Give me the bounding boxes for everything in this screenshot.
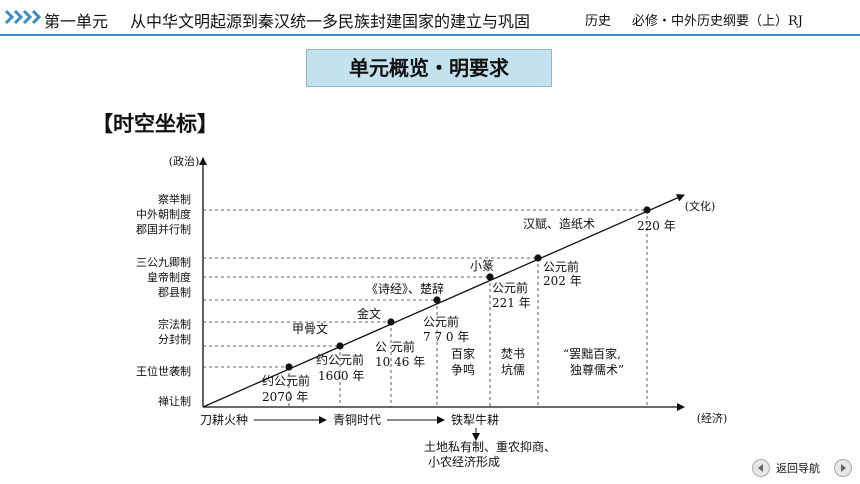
date-label: 公元前 [543,259,579,274]
h-guides [203,209,647,368]
timeline-point [643,206,651,214]
x-item: 青铜时代 [333,412,381,427]
timeline-point [534,254,542,262]
chevron-right-icon [4,9,42,25]
date-label: 约公元前 [316,352,364,367]
date-label: 10 46 年 [375,355,425,369]
timeline-point [285,363,293,371]
culture-labels: 甲骨文 金文 《诗经》、楚辞 小篆 汉赋、造纸术 [292,217,595,336]
date-label: 2070 年 [262,390,308,404]
y-item: 禅让制 [158,394,191,408]
timeline-points [285,206,651,371]
period-event: 独尊儒术” [570,362,624,377]
unit-label: 第一单元 [44,12,109,31]
timeline-point [387,318,395,326]
period-event: 百家 [451,346,475,361]
y-item: 三公九卿制 [136,256,191,269]
prev-button[interactable] [752,459,770,477]
y-item: 宗法制 [158,317,191,331]
header-divider [0,34,860,36]
date-label: 7 7 0 年 [423,330,469,344]
diagonal-axis-label: (文化) [685,199,716,213]
date-label: 202 年 [543,274,582,288]
y-axis-label: (政治) [169,154,200,168]
date-labels: 约公元前 2070 年 约公元前 1600 年 公 元前 10 46 年 公元前… [262,219,676,404]
culture-label: 金文 [357,306,381,321]
date-label: 221 年 [492,296,531,310]
section-banner: 单元概览・明要求 [306,49,552,87]
date-label: 约公元前 [262,373,310,388]
period-event: “罢黜百家, [563,346,621,361]
x-item: 铁犁牛耕 [451,412,499,427]
date-label: 公元前 [492,280,528,295]
unit-title: 从中华文明起源到秦汉统一多民族封建国家的建立与巩固 [130,12,531,31]
y-item: 王位世袭制 [136,364,191,378]
y-items: 察举制 中外朝制度 郡国并行制 三公九卿制 皇帝制度 郡县制 宗法制 分封制 王… [136,192,191,408]
v-guides [288,210,648,407]
timeline-point [336,342,344,350]
period-event: 争鸣 [451,362,475,377]
book-label: 必修・中外历史纲要（上）RJ [632,14,803,29]
next-button[interactable] [834,459,852,477]
subject-label: 历史 [585,14,612,29]
x-item: 刀耕火种 [200,412,248,427]
x-note: 土地私有制、重农抑商、 [424,439,556,454]
x-note: 小农经济形成 [428,454,500,469]
date-label: 公元前 [423,314,459,329]
date-label: 公 元前 [375,339,415,354]
y-item: 郡县制 [158,286,191,299]
arrow-right-icon [841,464,846,472]
culture-label: 甲骨文 [292,321,328,336]
y-item: 分封制 [158,332,191,346]
culture-label: 小篆 [470,258,494,273]
period-event: 坑儒 [501,362,525,377]
y-item: 中外朝制度 [136,207,191,221]
culture-label: 《诗经》、楚辞 [366,281,444,296]
timeline-point [433,296,441,304]
y-item: 察举制 [158,192,191,206]
period-event: 焚书 [501,347,525,361]
culture-label: 汉赋、造纸术 [523,217,595,231]
header: 第一单元 从中华文明起源到秦汉统一多民族封建国家的建立与巩固 历史 必修・中外历… [0,0,860,34]
period-events: 百家 争鸣 焚书 坑儒 “罢黜百家, 独尊儒术” [451,346,624,377]
date-label: 220 年 [637,219,676,233]
back-nav-link[interactable]: 返回导航 [776,462,820,475]
nav-bar: 返回导航 [752,458,852,478]
date-label: 1600 年 [318,369,364,383]
x-items: 刀耕火种 青铜时代 铁犁牛耕 [200,412,499,427]
x-axis-label: (经济) [697,411,728,425]
timeline-point [486,273,494,281]
arrow-left-icon [758,464,763,472]
section-title: 【时空坐标】 [92,112,218,136]
y-item: 皇帝制度 [147,270,191,284]
diagonal-axis [202,194,685,408]
y-item: 郡国并行制 [136,222,191,236]
